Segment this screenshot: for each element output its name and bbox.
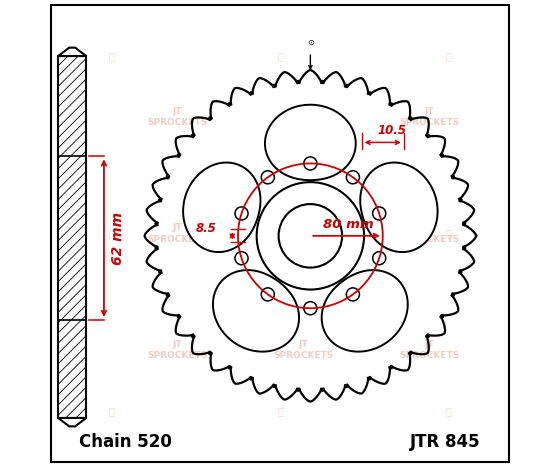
Text: 🌅: 🌅 <box>445 228 451 239</box>
Circle shape <box>235 252 248 265</box>
Text: 🌅: 🌅 <box>277 51 283 61</box>
Polygon shape <box>183 163 260 252</box>
Circle shape <box>278 204 342 268</box>
Circle shape <box>347 288 360 301</box>
Circle shape <box>262 288 274 301</box>
Text: 🌅: 🌅 <box>109 51 115 61</box>
Bar <box>58 56 86 418</box>
Text: 62 mm: 62 mm <box>111 212 125 265</box>
Circle shape <box>347 171 360 184</box>
Text: 🌅: 🌅 <box>109 406 115 416</box>
Text: 🌅: 🌅 <box>445 406 451 416</box>
Polygon shape <box>144 70 476 402</box>
Text: JT
SPROCKETS: JT SPROCKETS <box>273 106 333 127</box>
Text: 8.5: 8.5 <box>195 222 216 235</box>
Text: JT
SPROCKETS: JT SPROCKETS <box>399 223 460 244</box>
Circle shape <box>304 157 317 170</box>
Text: JTR 845: JTR 845 <box>410 432 481 451</box>
Circle shape <box>262 171 274 184</box>
Text: JT
SPROCKETS: JT SPROCKETS <box>399 106 460 127</box>
Text: Chain 520: Chain 520 <box>79 432 172 451</box>
Circle shape <box>372 252 386 265</box>
Text: JT
SPROCKETS: JT SPROCKETS <box>273 223 333 244</box>
Text: JT
SPROCKETS: JT SPROCKETS <box>147 340 207 361</box>
Text: 🌅: 🌅 <box>445 51 451 61</box>
Text: JT
SPROCKETS: JT SPROCKETS <box>147 223 207 244</box>
Circle shape <box>256 182 364 290</box>
Polygon shape <box>265 105 356 180</box>
Circle shape <box>372 207 386 220</box>
Polygon shape <box>321 270 408 352</box>
Text: 🌅: 🌅 <box>277 406 283 416</box>
Text: JT
SPROCKETS: JT SPROCKETS <box>147 106 207 127</box>
Text: 80 mm: 80 mm <box>323 219 374 231</box>
Polygon shape <box>58 418 86 426</box>
Text: 🌅: 🌅 <box>109 228 115 239</box>
Polygon shape <box>213 270 299 352</box>
Circle shape <box>304 302 317 315</box>
Text: ⊙: ⊙ <box>307 38 314 48</box>
Polygon shape <box>360 163 437 252</box>
Text: JT
SPROCKETS: JT SPROCKETS <box>273 340 333 361</box>
Text: 10.5: 10.5 <box>377 124 407 137</box>
Circle shape <box>235 207 248 220</box>
Text: JT
SPROCKETS: JT SPROCKETS <box>399 340 460 361</box>
Polygon shape <box>58 48 86 56</box>
